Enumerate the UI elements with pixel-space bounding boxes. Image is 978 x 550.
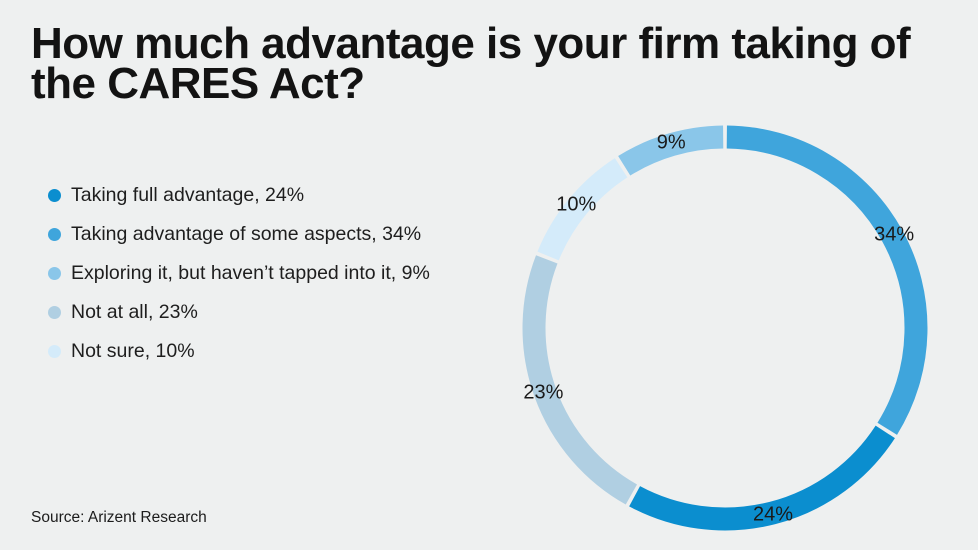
legend-label: Not at all, 23% xyxy=(71,300,198,323)
legend: Taking full advantage, 24% Taking advant… xyxy=(48,183,430,378)
donut-segment xyxy=(522,255,638,505)
legend-label: Exploring it, but haven’t tapped into it… xyxy=(71,261,430,284)
legend-label: Not sure, 10% xyxy=(71,339,195,362)
donut-segment xyxy=(618,125,724,176)
legend-dot-icon xyxy=(48,344,61,358)
donut-value-label: 24% xyxy=(752,503,794,526)
chart-title: How much advantage is your firm taking o… xyxy=(31,19,911,108)
legend-item: Not sure, 10% xyxy=(48,339,430,363)
donut-value-label: 23% xyxy=(523,381,564,404)
legend-dot-icon xyxy=(48,305,61,319)
donut-segment xyxy=(629,425,895,531)
legend-item: Taking advantage of some aspects, 34% xyxy=(48,222,430,246)
legend-dot-icon xyxy=(48,227,61,241)
donut-value-label: 10% xyxy=(556,193,597,216)
legend-label: Taking full advantage, 24% xyxy=(71,183,305,206)
donut-segment xyxy=(537,158,628,261)
legend-dot-icon xyxy=(48,266,61,280)
legend-item: Taking full advantage, 24% xyxy=(48,183,430,207)
source-note: Source: Arizent Research xyxy=(31,509,207,526)
legend-item: Not at all, 23% xyxy=(48,300,430,324)
legend-label: Taking advantage of some aspects, 34% xyxy=(71,222,422,245)
legend-item: Exploring it, but haven’t tapped into it… xyxy=(48,261,430,285)
donut-value-label: 34% xyxy=(874,223,915,246)
donut-value-label: 9% xyxy=(656,131,686,154)
legend-dot-icon xyxy=(48,188,61,202)
donut-segment xyxy=(726,125,928,435)
